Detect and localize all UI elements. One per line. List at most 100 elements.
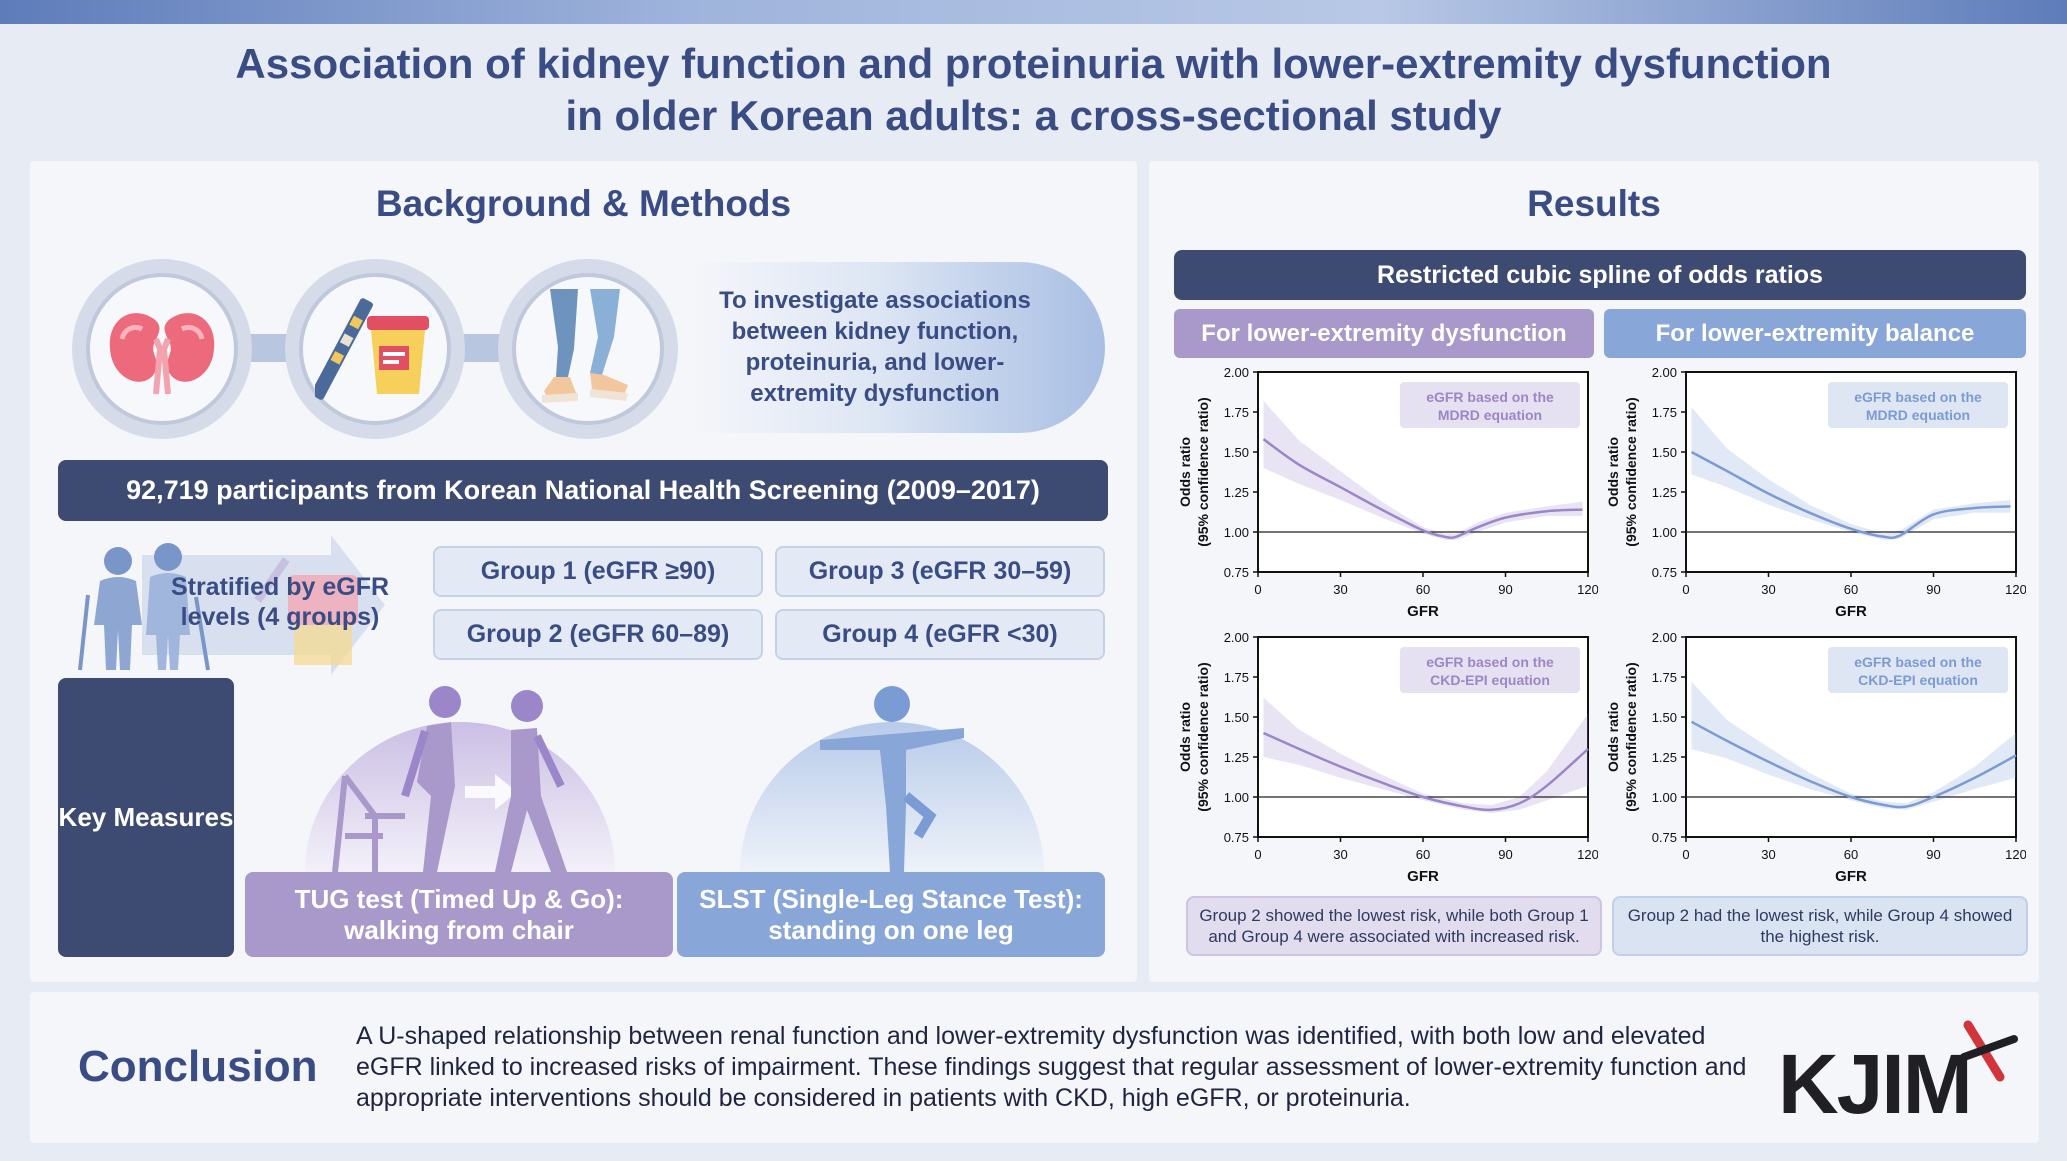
x-axis-label: GFR [1407, 603, 1439, 620]
spline-line [1690, 450, 2011, 540]
slst-box: SLST (Single-Leg Stance Test): standing … [677, 872, 1105, 957]
confidence-band [1691, 681, 2016, 810]
y-axis-label: Odds ratio (95% confidence ratio) [1605, 397, 1639, 546]
x-tick-label: 0 [1254, 582, 1261, 597]
urine-test-circle [285, 259, 465, 439]
chart-balance-mdrd: 0.75 1.00 1.25 1.50 1.75 2.00 0 30 60 90 120 GFR Odd… [1605, 365, 2026, 620]
x-tick-label: 60 [1844, 582, 1858, 597]
x-tick-label: 60 [1416, 582, 1430, 597]
annotation-line-1: eGFR based on the [1854, 389, 1982, 405]
spline-line [1262, 438, 1583, 540]
kidney-icon [109, 313, 215, 395]
y-tick-label: 1.75 [1224, 670, 1249, 685]
x-tick-label: 90 [1926, 847, 1940, 862]
annotation-line-1: eGFR based on the [1426, 389, 1554, 405]
confidence-band [1263, 697, 1588, 813]
y-tick-label: 1.50 [1224, 710, 1249, 725]
y-tick-label: 2.00 [1224, 365, 1249, 380]
y-tick-label: 2.00 [1652, 630, 1677, 645]
conclusion-panel [30, 992, 2039, 1143]
spline-line [1262, 731, 1589, 812]
y-tick-label: 0.75 [1652, 830, 1677, 845]
tug-test-box: TUG test (Timed Up & Go): walking from c… [245, 872, 673, 957]
y-tick-label: 1.25 [1652, 485, 1677, 500]
y-tick-label: 2.00 [1224, 630, 1249, 645]
slst-illustration [740, 686, 1044, 872]
y-tick-label: 1.75 [1652, 670, 1677, 685]
annotation-box [1828, 382, 2008, 428]
y-tick-label: 1.50 [1652, 710, 1677, 725]
chart-balance-ckdepi: 0.75 1.00 1.25 1.50 1.75 2.00 0 30 60 90 120 GFR Odd… [1605, 630, 2026, 885]
y-tick-label: 1.00 [1224, 525, 1249, 540]
y-tick-label: 2.00 [1652, 365, 1677, 380]
dysfunction-header: For lower-extremity dysfunction [1174, 309, 1594, 358]
annotation-box [1400, 382, 1580, 428]
confidence-band [1691, 407, 2011, 540]
stratified-label: Stratified by eGFR levels (4 groups) [170, 573, 390, 631]
annotation-line-2: CKD-EPI equation [1858, 672, 1978, 688]
x-tick-label: 30 [1761, 582, 1775, 597]
spline-title-bar: Restricted cubic spline of odds ratios [1174, 250, 2026, 300]
x-tick-label: 0 [1682, 847, 1689, 862]
group-4-box: Group 4 (eGFR <30) [775, 609, 1105, 660]
x-tick-label: 90 [1498, 582, 1512, 597]
confidence-band [1263, 400, 1583, 540]
x-axis-label: GFR [1407, 868, 1439, 885]
key-measures-box: Key Measures [58, 678, 234, 957]
background-methods-heading: Background & Methods [375, 183, 792, 224]
conclusion-label: Conclusion [78, 1042, 318, 1091]
x-tick-label: 30 [1761, 847, 1775, 862]
y-tick-label: 1.00 [1652, 525, 1677, 540]
y-axis-label: Odds ratio (95% confidence ratio) [1177, 662, 1211, 811]
conclusion-text: A U-shaped relationship between renal fu… [356, 1022, 1747, 1112]
y-tick-label: 1.25 [1224, 485, 1249, 500]
group-1-box: Group 1 (eGFR ≥90) [433, 546, 763, 597]
y-tick-label: 1.75 [1652, 405, 1677, 420]
y-tick-label: 1.00 [1652, 790, 1677, 805]
annotation-box [1828, 647, 2008, 693]
group-3-box: Group 3 (eGFR 30–59) [775, 546, 1105, 597]
x-axis-label: GFR [1835, 603, 1867, 620]
x-tick-label: 30 [1333, 847, 1347, 862]
x-tick-label: 60 [1844, 847, 1858, 862]
logo-text: KJIM [1778, 1037, 1971, 1131]
kidney-circle [72, 259, 252, 439]
y-tick-label: 0.75 [1224, 830, 1249, 845]
plot-area [1685, 371, 2017, 573]
x-axis-label: GFR [1835, 868, 1867, 885]
x-tick-label: 90 [1498, 847, 1512, 862]
x-tick-label: 120 [2005, 847, 2026, 862]
plot-area [1257, 636, 1589, 838]
y-tick-label: 1.75 [1224, 405, 1249, 420]
x-tick-label: 90 [1926, 582, 1940, 597]
y-axis-label: Odds ratio (95% confidence ratio) [1177, 397, 1211, 546]
y-tick-label: 1.50 [1652, 445, 1677, 460]
annotation-line-2: MDRD equation [1866, 407, 1970, 423]
x-tick-label: 120 [2005, 582, 2026, 597]
aim-bubble [690, 262, 1105, 433]
kjim-logo: KJIM [1778, 1020, 2018, 1131]
balance-summary: Group 2 had the lowest risk, while Group… [1612, 896, 2028, 956]
results-heading: Results [1527, 183, 1661, 224]
y-tick-label: 1.25 [1652, 750, 1677, 765]
y-tick-label: 1.50 [1224, 445, 1249, 460]
x-tick-label: 60 [1416, 847, 1430, 862]
legs-icon [542, 289, 628, 403]
spline-line [1690, 720, 2017, 809]
y-axis-label: Odds ratio (95% confidence ratio) [1605, 662, 1639, 811]
title-line-2: in older Korean adults: a cross-sectiona… [565, 92, 1502, 139]
x-tick-label: 30 [1333, 582, 1347, 597]
x-tick-label: 120 [1577, 847, 1598, 862]
page-title: Association of kidney function and prote… [120, 38, 1947, 142]
participants-banner: 92,719 participants from Korean National… [58, 460, 1108, 521]
group-2-box: Group 2 (eGFR 60–89) [433, 609, 763, 660]
tug-illustration [305, 686, 615, 872]
annotation-line-1: eGFR based on the [1426, 654, 1554, 670]
x-tick-label: 0 [1682, 582, 1689, 597]
y-tick-label: 0.75 [1224, 565, 1249, 580]
balance-header: For lower-extremity balance [1604, 309, 2026, 358]
dysfunction-summary: Group 2 showed the lowest risk, while bo… [1186, 896, 1602, 956]
annotation-line-2: MDRD equation [1438, 407, 1542, 423]
y-tick-label: 0.75 [1652, 565, 1677, 580]
legs-circle [498, 259, 678, 439]
